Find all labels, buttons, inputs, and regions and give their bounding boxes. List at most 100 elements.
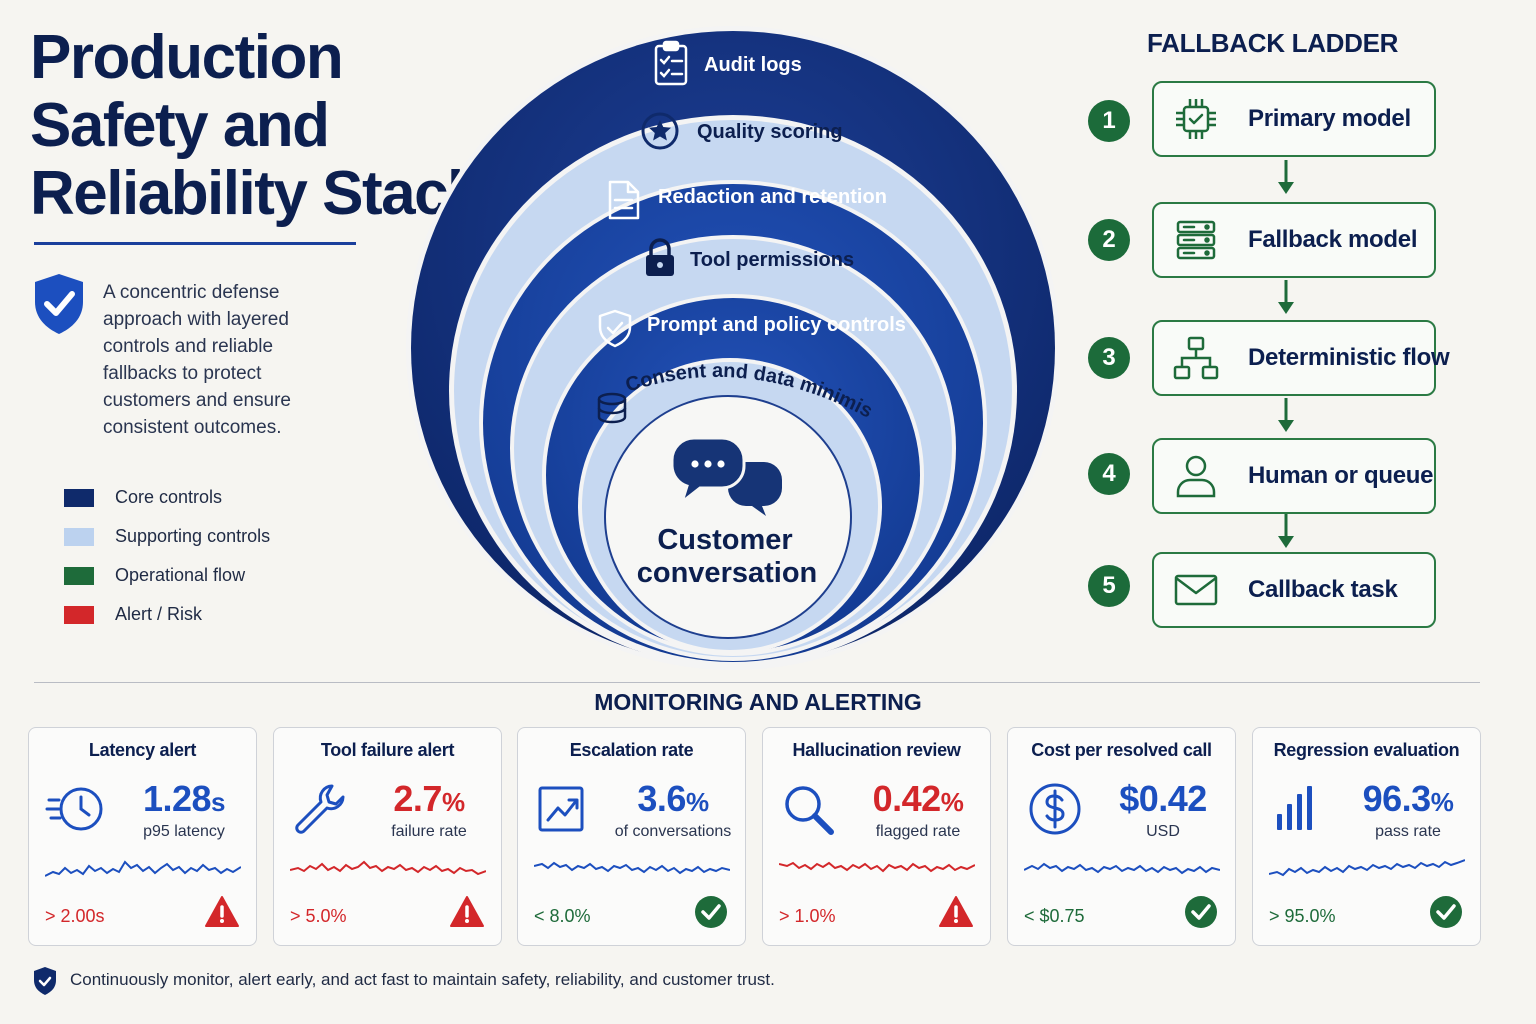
arrow-down-icon bbox=[1278, 280, 1294, 314]
layer-label-quality: Quality scoring bbox=[697, 121, 843, 143]
title-line-2: Safety and bbox=[30, 91, 330, 160]
card-threshold: < 8.0% bbox=[534, 906, 591, 926]
step-label: Fallback model bbox=[1248, 226, 1418, 253]
metric-card-hallucination: Hallucination review 0.42% flagged rate … bbox=[762, 727, 991, 946]
sparkline bbox=[45, 860, 241, 877]
legend-item-alert: Alert / Risk bbox=[64, 595, 324, 634]
card-title: Escalation rate bbox=[569, 740, 694, 760]
center-circle bbox=[604, 395, 852, 639]
footer-text: Continuously monitor, alert early, and a… bbox=[70, 970, 775, 989]
sparkline bbox=[1269, 859, 1465, 877]
check-circle-icon bbox=[1185, 896, 1217, 928]
ladder-step-fallback-model: Fallback model bbox=[1152, 202, 1436, 278]
shield-check-icon bbox=[35, 274, 83, 334]
step-label: Human or queue bbox=[1248, 462, 1434, 489]
metric-card-cost: Cost per resolved call $0.42 USD < $0.75 bbox=[1007, 727, 1236, 946]
card-value: 1.28s bbox=[142, 778, 226, 819]
card-threshold: > 95.0% bbox=[1269, 906, 1336, 926]
card-value: 3.6% bbox=[637, 778, 709, 819]
shield-check-icon bbox=[34, 967, 56, 995]
title-line-1: Production bbox=[30, 23, 344, 92]
step-label: Callback task bbox=[1248, 576, 1398, 603]
database-icon bbox=[597, 392, 627, 424]
chip-icon bbox=[1176, 99, 1216, 139]
star-badge-icon bbox=[641, 112, 679, 150]
card-title: Latency alert bbox=[88, 740, 197, 760]
legend-swatch bbox=[64, 527, 94, 546]
ladder-step-primary-model: Primary model bbox=[1152, 81, 1436, 157]
card-subtitle: pass rate bbox=[1375, 823, 1441, 840]
lock-icon bbox=[646, 238, 674, 276]
layer-label-audit: Audit logs bbox=[704, 54, 802, 76]
legend: Core controls Supporting controls Operat… bbox=[64, 478, 324, 634]
arrow-down-icon bbox=[1278, 160, 1294, 194]
card-threshold: > 2.00s bbox=[45, 906, 105, 926]
card-value: 2.7% bbox=[393, 778, 465, 819]
chat-bubbles-icon bbox=[670, 436, 782, 516]
card-value: 0.42% bbox=[872, 778, 964, 819]
title-line-3: Reliability Stack bbox=[30, 159, 482, 228]
title-divider bbox=[34, 242, 356, 245]
warning-icon bbox=[205, 896, 239, 927]
sparkline bbox=[534, 861, 730, 875]
card-threshold: > 1.0% bbox=[779, 906, 836, 926]
step-number: 3 bbox=[1088, 337, 1130, 379]
legend-label: Core controls bbox=[115, 487, 223, 507]
legend-label: Alert / Risk bbox=[115, 604, 203, 624]
step-number: 1 bbox=[1088, 100, 1130, 142]
sparkline bbox=[779, 861, 975, 873]
card-subtitle: USD bbox=[1146, 823, 1180, 840]
dollar-icon bbox=[1029, 783, 1081, 835]
shield-check-icon bbox=[598, 309, 632, 348]
card-subtitle: p95 latency bbox=[143, 823, 225, 840]
wrench-icon bbox=[295, 784, 345, 834]
legend-swatch bbox=[64, 605, 94, 624]
check-circle-icon bbox=[1430, 896, 1462, 928]
step-label: Deterministic flow bbox=[1248, 344, 1450, 371]
bar-chart-icon bbox=[1277, 786, 1312, 830]
card-subtitle: flagged rate bbox=[875, 823, 961, 840]
layer-label-redaction: Redaction and retention bbox=[658, 186, 887, 208]
section-divider bbox=[34, 682, 1480, 683]
server-icon bbox=[1176, 220, 1216, 260]
clipboard-icon bbox=[654, 40, 688, 86]
warning-icon bbox=[939, 896, 973, 927]
ladder-step-human-queue: Human or queue bbox=[1152, 438, 1436, 514]
card-title: Cost per resolved call bbox=[1031, 740, 1212, 760]
legend-item-operational: Operational flow bbox=[64, 556, 324, 595]
document-icon bbox=[608, 180, 640, 220]
layer-label-prompt-policy: Prompt and policy controls bbox=[647, 314, 906, 336]
card-subtitle: failure rate bbox=[391, 823, 467, 840]
metric-card-regression: Regression evaluation 96.3% pass rate > … bbox=[1252, 727, 1481, 946]
step-number: 5 bbox=[1088, 565, 1130, 607]
page-title: Production Safety and Reliability Stack bbox=[30, 23, 482, 228]
layer-label-tool-permissions: Tool permissions bbox=[690, 249, 854, 271]
legend-item-supporting: Supporting controls bbox=[64, 517, 324, 556]
arrow-down-icon bbox=[1278, 514, 1294, 548]
clock-icon bbox=[45, 787, 103, 831]
card-title: Tool failure alert bbox=[320, 740, 455, 760]
metric-card-escalation: Escalation rate 3.6% of conversations < … bbox=[517, 727, 746, 946]
legend-swatch bbox=[64, 566, 94, 585]
person-icon bbox=[1176, 455, 1216, 498]
fallback-ladder-title: FALLBACK LADDER bbox=[1147, 28, 1399, 58]
arrow-down-icon bbox=[1278, 398, 1294, 432]
monitoring-title: MONITORING AND ALERTING bbox=[594, 689, 922, 715]
step-label: Primary model bbox=[1248, 105, 1411, 132]
step-number: 4 bbox=[1088, 453, 1130, 495]
card-title: Regression evaluation bbox=[1273, 740, 1460, 760]
legend-swatch bbox=[64, 488, 94, 507]
metric-card-tool-failure: Tool failure alert 2.7% failure rate > 5… bbox=[273, 727, 502, 946]
trend-chart-icon bbox=[538, 786, 584, 832]
legend-item-core: Core controls bbox=[64, 478, 324, 517]
center-label-line1: Customer bbox=[657, 524, 792, 556]
legend-label: Operational flow bbox=[115, 565, 246, 585]
envelope-icon bbox=[1174, 574, 1218, 606]
intro-text: A concentric defense approach with layer… bbox=[103, 282, 291, 438]
sparkline bbox=[290, 860, 486, 876]
ladder-step-deterministic-flow: Deterministic flow bbox=[1152, 320, 1450, 396]
card-value: 96.3% bbox=[1362, 778, 1454, 819]
step-number: 2 bbox=[1088, 219, 1130, 261]
flowchart-icon bbox=[1173, 336, 1219, 380]
card-threshold: < $0.75 bbox=[1024, 906, 1085, 926]
